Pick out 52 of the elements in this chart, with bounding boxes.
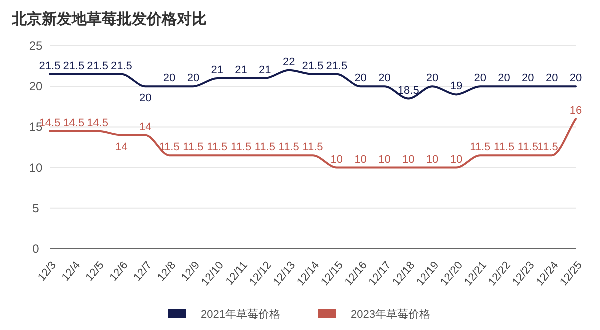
- data-label: 11.5: [207, 142, 228, 154]
- data-label: 10: [450, 154, 463, 166]
- data-label: 20: [522, 72, 534, 85]
- data-label: 21: [235, 64, 248, 76]
- data-label: 10: [402, 154, 415, 166]
- data-label: 11.5: [494, 142, 515, 154]
- data-label: 11.5: [183, 142, 204, 154]
- y-tick-label: 25: [29, 39, 43, 53]
- data-label: 11.5: [470, 142, 491, 154]
- data-label: 19: [450, 80, 463, 93]
- y-tick-label: 5: [32, 201, 40, 216]
- data-label: 11.5: [278, 142, 300, 154]
- y-tick-label: 10: [29, 160, 43, 175]
- legend-label: 2021年草莓价格: [201, 308, 280, 321]
- data-label: 21: [259, 64, 272, 76]
- chart-title: 北京新发地草莓批发价格对比: [11, 10, 207, 28]
- data-label: 20: [426, 72, 439, 85]
- data-label: 20: [378, 72, 391, 85]
- data-label: 20: [546, 72, 558, 85]
- data-label: 10: [378, 154, 391, 166]
- data-label: 11.5: [302, 142, 324, 154]
- data-label: 10: [354, 154, 367, 166]
- data-label: 10: [426, 154, 439, 166]
- data-label: 20: [354, 72, 367, 85]
- data-label: 21: [211, 64, 224, 76]
- data-label: 11.5: [518, 142, 538, 154]
- data-label: 11.5: [254, 142, 276, 154]
- legend-label: 2023年草莓价格: [351, 308, 430, 321]
- data-label: 20: [187, 72, 200, 85]
- data-label: 20: [498, 72, 510, 85]
- data-label: 16: [570, 105, 582, 118]
- data-label: 20: [140, 92, 152, 105]
- y-tick-label: 0: [32, 242, 40, 256]
- data-label: 21.5: [63, 60, 85, 72]
- data-label: 20: [163, 72, 176, 85]
- data-label: 14.5: [63, 117, 85, 130]
- data-label: 11.5: [230, 142, 252, 154]
- data-label: 20: [474, 72, 486, 85]
- data-label: 18.5: [398, 84, 420, 97]
- data-label: 21.5: [302, 60, 324, 72]
- data-label: 14: [116, 141, 128, 154]
- y-tick-label: 20: [29, 80, 43, 94]
- data-label: 21.5: [87, 60, 109, 72]
- data-label: 14: [140, 121, 152, 134]
- data-label: 14.5: [87, 117, 109, 130]
- data-label: 22: [282, 56, 296, 68]
- data-label: 21.5: [111, 60, 132, 72]
- data-label: 21.5: [326, 60, 348, 72]
- data-label: 10: [330, 154, 344, 166]
- data-label: 21.5: [39, 60, 61, 72]
- data-label: 11.5: [538, 142, 558, 154]
- data-label: 20: [570, 72, 582, 85]
